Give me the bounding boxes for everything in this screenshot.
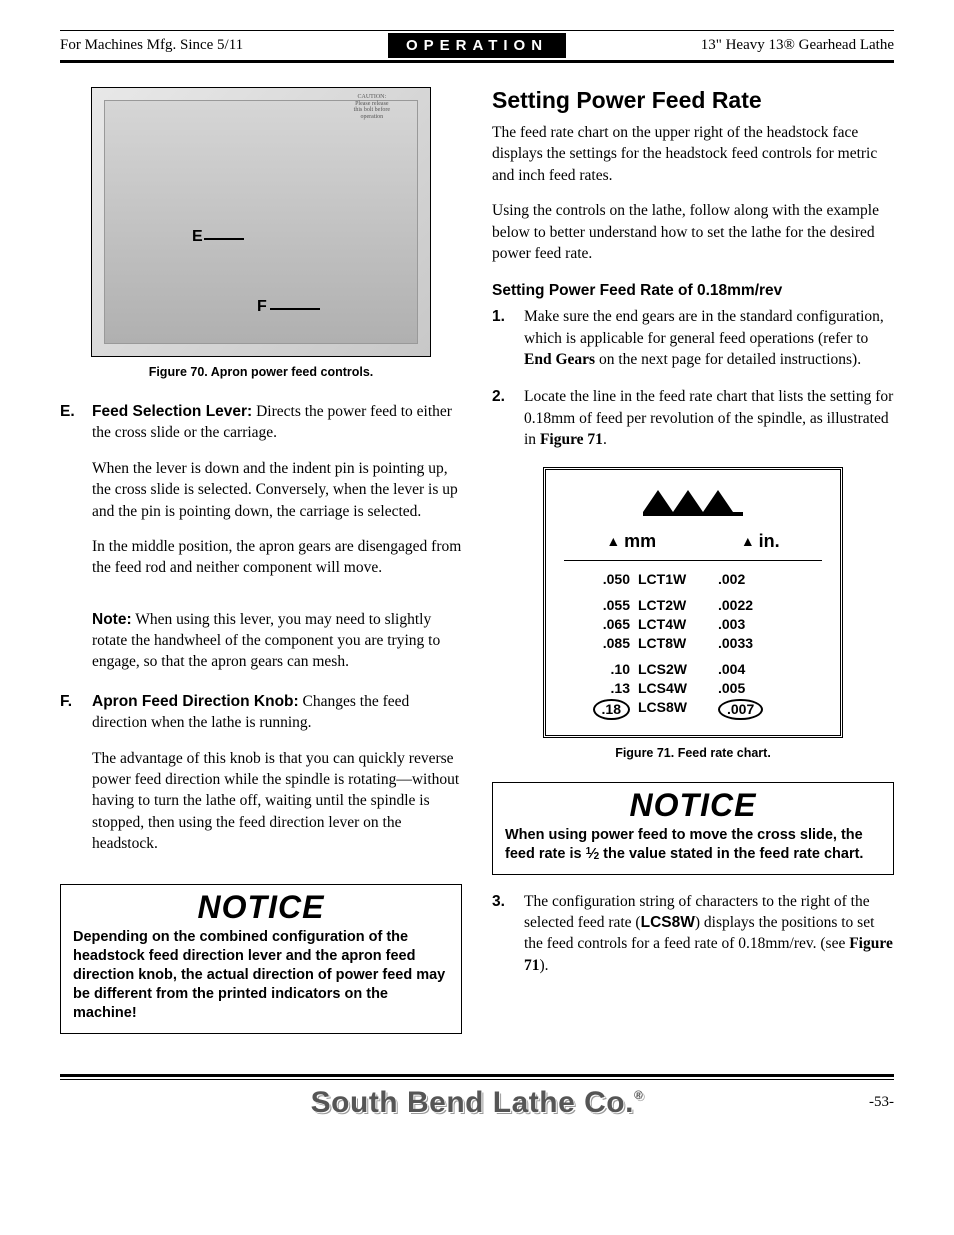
item-e: E. Feed Selection Lever: Directs the pow… — [60, 401, 462, 593]
notice-right-body: When using power feed to move the cross … — [505, 826, 881, 864]
step-1-num: 1. — [492, 306, 510, 370]
chart-row: .18LCS8W.007 — [564, 699, 822, 721]
chart-row: .10LCS2W.004 — [564, 661, 822, 677]
para-2: Using the controls on the lathe, follow … — [492, 200, 894, 264]
notice-left: NOTICE Depending on the combined configu… — [60, 884, 462, 1033]
item-f-body: Apron Feed Direction Knob: Changes the f… — [92, 691, 462, 869]
item-e-lead: Feed Selection Lever: — [92, 403, 252, 420]
page-header: For Machines Mfg. Since 5/11 OPERATION 1… — [60, 30, 894, 63]
chart-row: .13LCS4W.005 — [564, 680, 822, 696]
item-e-p3: In the middle position, the apron gears … — [92, 536, 462, 579]
subsection-heading: Setting Power Feed Rate of 0.18mm/rev — [492, 282, 894, 300]
header-left: For Machines Mfg. Since 5/11 — [60, 37, 388, 54]
item-e-body: Feed Selection Lever: Directs the power … — [92, 401, 462, 593]
item-f-p2: The advantage of this knob is that you c… — [92, 748, 462, 855]
page-footer: South Bend Lathe Co.® -53- — [60, 1080, 894, 1120]
header-section-title: OPERATION — [388, 33, 566, 58]
note: Note: When using this lever, you may nee… — [92, 609, 462, 673]
chart-row: .085LCT8W.0033 — [564, 635, 822, 651]
footer-logo: South Bend Lathe Co.® — [311, 1086, 644, 1120]
item-f-lead: Apron Feed Direction Knob: — [92, 693, 299, 710]
right-column: Setting Power Feed Rate The feed rate ch… — [492, 87, 894, 1034]
note-lead: Note: — [92, 611, 132, 628]
step-1-body: Make sure the end gears are in the stand… — [524, 306, 894, 370]
chart-head-in: in. — [759, 531, 780, 552]
item-f: F. Apron Feed Direction Knob: Changes th… — [60, 691, 462, 869]
step-1: 1. Make sure the end gears are in the st… — [492, 306, 894, 370]
figure-70-caption: Figure 70. Apron power feed controls. — [60, 365, 462, 379]
step-2-num: 2. — [492, 386, 510, 450]
chart-row: .065LCT4W.003 — [564, 616, 822, 632]
note-text: When using this lever, you may need to s… — [92, 611, 440, 671]
chart-row: .055LCT2W.0022 — [564, 597, 822, 613]
section-heading: Setting Power Feed Rate — [492, 87, 894, 114]
step-2: 2. Locate the line in the feed rate char… — [492, 386, 894, 450]
chart-row: .050LCT1W.002 — [564, 571, 822, 587]
header-right: 13" Heavy 13® Gearhead Lathe — [566, 37, 894, 54]
notice-left-head: NOTICE — [73, 889, 449, 926]
page-number: -53- — [869, 1094, 894, 1111]
left-column: CAUTION:Please releasethis bolt beforeop… — [60, 87, 462, 1034]
chart-rows: .050LCT1W.002 .055LCT2W.0022 .065LCT4W.003… — [564, 571, 822, 721]
step-3-body: The configuration string of characters t… — [524, 891, 894, 977]
notice-right-head: NOTICE — [505, 787, 881, 824]
arrow-up-icon: ▲ — [606, 533, 620, 549]
notice-left-body: Depending on the combined configuration … — [73, 928, 449, 1022]
caution-label: CAUTION:Please releasethis bolt beforeop… — [354, 94, 390, 120]
item-f-letter: F. — [60, 691, 78, 869]
step-3: 3. The configuration string of character… — [492, 891, 894, 977]
chart-divider — [564, 560, 822, 561]
arrow-up-icon: ▲ — [741, 533, 755, 549]
figure-label-e: E — [192, 228, 203, 246]
item-e-p2: When the lever is down and the indent pi… — [92, 458, 462, 522]
notice-right: NOTICE When using power feed to move the… — [492, 782, 894, 875]
figure-label-f: F — [257, 298, 267, 316]
para-1: The feed rate chart on the upper right o… — [492, 122, 894, 186]
chart-head-mm: mm — [624, 531, 656, 552]
item-e-letter: E. — [60, 401, 78, 593]
step-2-body: Locate the line in the feed rate chart t… — [524, 386, 894, 450]
chart-headers: ▲mm ▲in. — [564, 531, 822, 552]
content-columns: CAUTION:Please releasethis bolt beforeop… — [60, 87, 894, 1034]
figure-71-caption: Figure 71. Feed rate chart. — [492, 746, 894, 760]
step-3-num: 3. — [492, 891, 510, 977]
chart-zigzag-icon — [564, 484, 822, 521]
feed-rate-chart: ▲mm ▲in. .050LCT1W.002.055LCT2W.0022.065… — [543, 467, 843, 739]
figure-70-image: CAUTION:Please releasethis bolt beforeop… — [91, 87, 431, 357]
